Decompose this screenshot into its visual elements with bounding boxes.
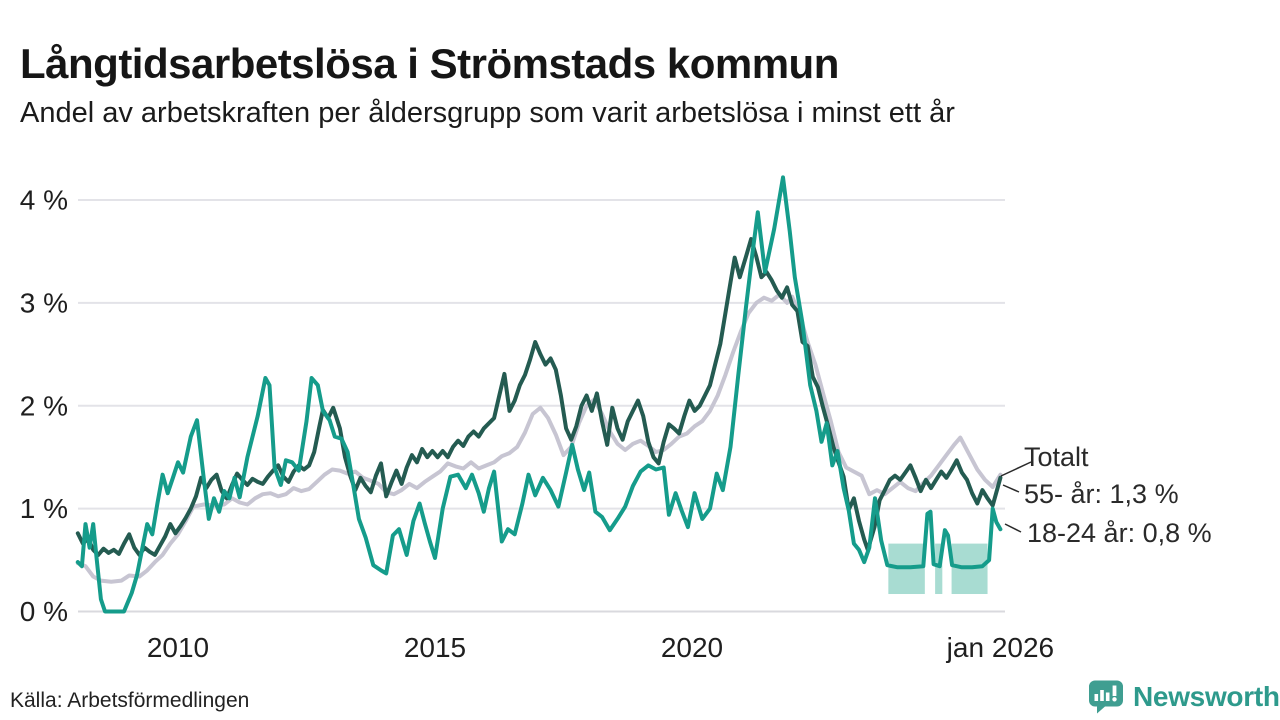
annotation-label: 55- år: 1,3 % — [1024, 479, 1179, 509]
y-tick-label: 4 % — [20, 185, 68, 216]
page-subtitle: Andel av arbetskraften per åldersgrupp s… — [20, 97, 955, 129]
x-tick-label: 2020 — [661, 632, 723, 663]
x-tick-label: 2010 — [147, 632, 209, 663]
annotation-leader-line — [1004, 523, 1022, 533]
newsworthy-bubble-icon — [1089, 680, 1123, 714]
y-tick-label: 3 % — [20, 287, 68, 318]
series-line-18-24-r — [75, 175, 1003, 614]
y-tick-label: 2 % — [20, 390, 68, 421]
y-axis-labels: 4 % 3 % 2 % 1 % 0 % — [20, 185, 68, 628]
x-axis-labels: 2010 2015 2020 jan 2026 — [147, 632, 1054, 663]
line-end-annotations: Totalt 55- år: 1,3 % 18-24 år: 0,8 % — [1000, 442, 1212, 548]
series-line-totalt — [75, 292, 1003, 584]
annotation-label: 18-24 år: 0,8 % — [1027, 518, 1212, 548]
annotation-label: Totalt — [1024, 442, 1089, 472]
censored-range-band — [935, 543, 943, 595]
y-tick-label: 1 % — [20, 493, 68, 524]
annotation-leader-line — [1002, 484, 1020, 493]
x-tick-label: 2015 — [404, 632, 466, 663]
source-note: Källa: Arbetsförmedlingen — [10, 689, 250, 712]
x-tick-label: jan 2026 — [946, 632, 1054, 663]
series-lines — [75, 175, 1003, 614]
page-title: Långtidsarbetslösa i Strömstads kommun — [20, 40, 839, 88]
newsworthy-logo: Newsworthy — [1088, 680, 1280, 714]
y-tick-label: 0 % — [20, 596, 68, 627]
annotation-leader-line — [1000, 461, 1032, 477]
brand-name: Newsworthy — [1133, 681, 1280, 712]
